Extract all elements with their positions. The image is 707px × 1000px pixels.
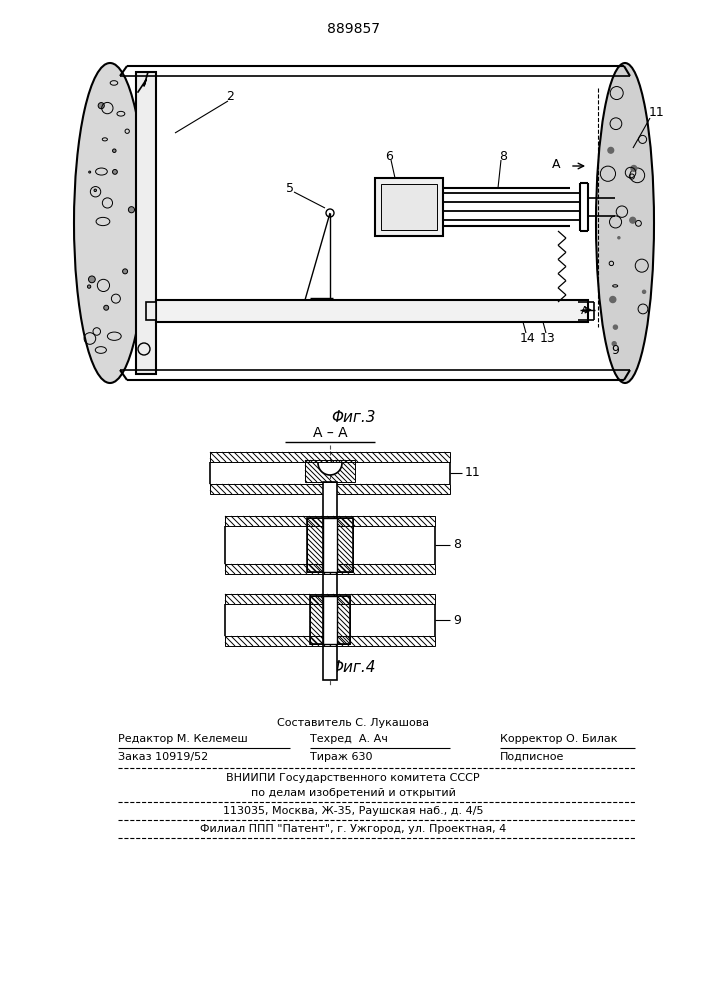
Ellipse shape — [74, 63, 146, 383]
Bar — [375, 178, 443, 236]
Bar — [227, 604, 433, 636]
Text: 113035, Москва, Ж-35, Раушская наб., д. 4/5: 113035, Москва, Ж-35, Раушская наб., д. … — [223, 806, 484, 816]
Bar — [225, 594, 435, 604]
Text: 13: 13 — [540, 332, 556, 344]
Circle shape — [112, 149, 116, 152]
Bar — [156, 300, 588, 322]
Bar — [337, 596, 350, 644]
Bar — [227, 526, 433, 564]
Text: 6: 6 — [385, 149, 393, 162]
Bar — [307, 518, 353, 572]
Circle shape — [631, 166, 637, 171]
Circle shape — [112, 169, 117, 174]
Circle shape — [630, 217, 636, 223]
Text: Редактор М. Келемеш: Редактор М. Келемеш — [118, 734, 247, 744]
Bar — [310, 596, 323, 644]
Text: Заказ 10919/52: Заказ 10919/52 — [118, 752, 209, 762]
Text: 2: 2 — [226, 90, 234, 103]
Circle shape — [104, 305, 109, 310]
Bar — [136, 72, 156, 374]
Text: Корректор О. Билак: Корректор О. Билак — [500, 734, 617, 744]
Text: Техред  А. Ач: Техред А. Ач — [310, 734, 388, 744]
Bar — [307, 518, 323, 572]
Circle shape — [122, 269, 127, 274]
Text: 11: 11 — [465, 466, 481, 480]
Text: Составитель С. Лукашова: Составитель С. Лукашова — [277, 718, 429, 728]
Bar — [323, 518, 337, 572]
Text: Подписное: Подписное — [500, 752, 564, 762]
Bar — [146, 302, 156, 320]
Text: 9: 9 — [453, 613, 461, 626]
Ellipse shape — [596, 63, 654, 383]
Circle shape — [608, 147, 614, 153]
Circle shape — [618, 237, 620, 239]
Text: 9: 9 — [611, 344, 619, 357]
Text: Филиал ППП "Патент", г. Ужгород, ул. Проектная, 4: Филиал ППП "Патент", г. Ужгород, ул. Про… — [200, 824, 506, 834]
Text: 11: 11 — [649, 106, 665, 119]
Circle shape — [88, 171, 90, 173]
Bar — [310, 596, 350, 644]
Text: 889857: 889857 — [327, 22, 380, 36]
Text: ВНИИПИ Государственного комитета СССР: ВНИИПИ Государственного комитета СССР — [226, 773, 480, 783]
Text: 5: 5 — [286, 182, 294, 194]
Bar — [323, 482, 337, 680]
Bar — [305, 460, 355, 482]
Text: Тираж 630: Тираж 630 — [310, 752, 373, 762]
Bar — [225, 516, 435, 526]
Bar — [381, 184, 437, 230]
Text: Φиг.3: Φиг.3 — [331, 410, 375, 425]
Bar — [337, 518, 353, 572]
Bar — [210, 484, 450, 494]
Text: по делам изобретений и открытий: по делам изобретений и открытий — [250, 788, 455, 798]
Circle shape — [88, 285, 90, 288]
Text: Φиг.4: Φиг.4 — [331, 660, 375, 675]
Text: 8: 8 — [453, 538, 461, 552]
Circle shape — [94, 189, 96, 192]
Circle shape — [643, 290, 645, 293]
Bar — [212, 462, 448, 484]
Text: A: A — [551, 158, 560, 172]
Circle shape — [88, 276, 95, 283]
Bar — [210, 452, 450, 462]
Circle shape — [129, 207, 134, 213]
Circle shape — [98, 103, 105, 109]
Text: A – A: A – A — [312, 426, 347, 440]
Circle shape — [614, 325, 617, 329]
Circle shape — [612, 342, 617, 346]
Text: 14: 14 — [520, 332, 536, 344]
Bar — [225, 636, 435, 646]
Wedge shape — [318, 463, 342, 475]
Text: 8: 8 — [499, 149, 507, 162]
Circle shape — [609, 297, 616, 303]
Bar — [323, 596, 337, 644]
Text: A: A — [581, 306, 589, 316]
Bar — [225, 564, 435, 574]
